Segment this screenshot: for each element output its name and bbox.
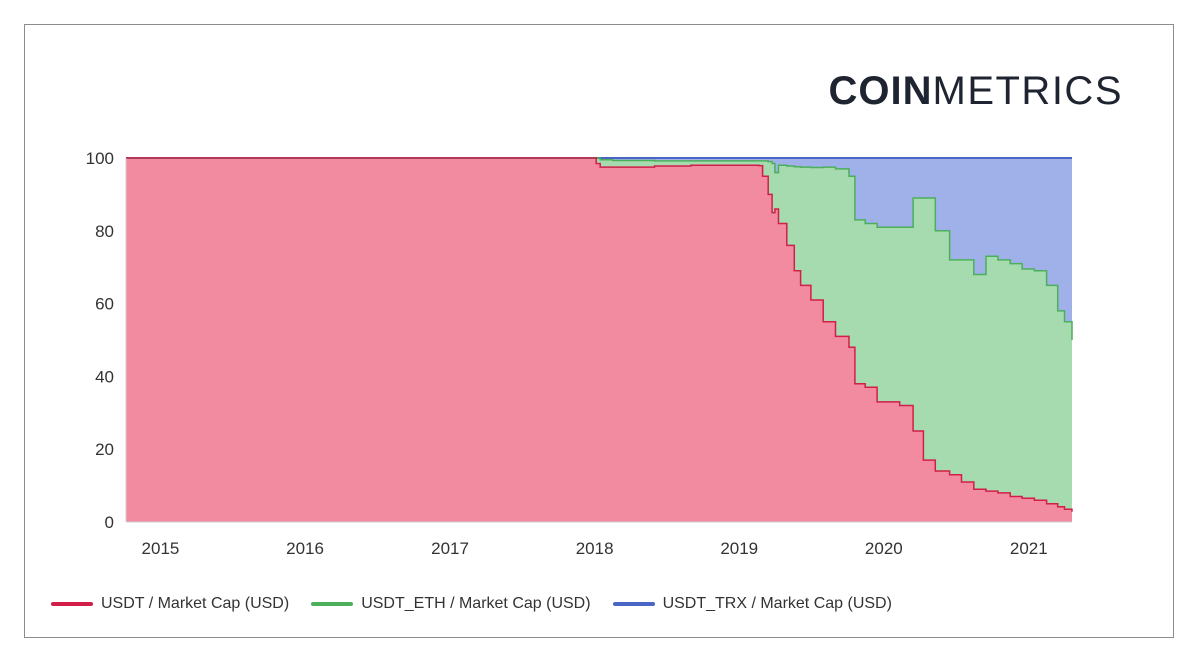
y-axis-ticks: 0 20 40 60 80 100	[86, 149, 114, 532]
x-axis-ticks: 2015 2016 2017 2018 2019 2020 2021	[142, 539, 1048, 558]
y-tick-label: 100	[86, 149, 114, 168]
legend-swatch-usdt-trx	[612, 602, 655, 606]
legend-item-usdt-eth[interactable]: USDT_ETH / Market Cap (USD)	[311, 595, 591, 613]
x-tick-label: 2016	[286, 539, 324, 558]
x-tick-label: 2017	[431, 539, 469, 558]
chart-lines	[126, 157, 1073, 512]
y-tick-label: 40	[95, 367, 114, 386]
legend-item-usdt[interactable]: USDT / Market Cap (USD)	[51, 595, 289, 613]
y-tick-label: 0	[105, 513, 114, 532]
legend-swatch-usdt	[51, 602, 93, 606]
x-tick-label: 2018	[576, 539, 614, 558]
area-usdt	[126, 158, 1072, 522]
chart-areas	[126, 158, 1072, 522]
legend-label-usdt: USDT / Market Cap (USD)	[101, 595, 290, 612]
chart-axes	[125, 158, 1072, 523]
x-tick-label: 2021	[1010, 539, 1048, 558]
legend-label-usdt-trx: USDT_TRX / Market Cap (USD)	[662, 595, 892, 612]
logo-bold-text: COIN	[828, 69, 933, 113]
x-tick-label: 2019	[720, 539, 758, 558]
y-tick-label: 60	[95, 295, 114, 314]
chart-frame: COINMETRICS 0 20 40 60 80 100 2015 2016 2017 201…	[24, 24, 1174, 638]
y-tick-label: 20	[95, 440, 114, 459]
chart-legend: USDT / Market Cap (USD) USDT_ETH / Marke…	[51, 595, 892, 613]
stacked-area-chart: 0 20 40 60 80 100 2015 2016 2017 2018 2019 2020 202…	[86, 149, 1073, 558]
logo-light-text: METRICS	[932, 69, 1123, 113]
x-tick-label: 2015	[142, 539, 180, 558]
legend-label-usdt-eth: USDT_ETH / Market Cap (USD)	[361, 595, 591, 612]
coinmetrics-logo: COINMETRICS	[829, 69, 1124, 114]
legend-item-usdt-trx[interactable]: USDT_TRX / Market Cap (USD)	[612, 595, 892, 613]
x-tick-label: 2020	[865, 539, 903, 558]
line-usdt-eth	[126, 157, 1073, 340]
y-tick-label: 80	[95, 222, 114, 241]
line-usdt	[126, 157, 1073, 512]
legend-swatch-usdt-eth	[311, 602, 354, 606]
